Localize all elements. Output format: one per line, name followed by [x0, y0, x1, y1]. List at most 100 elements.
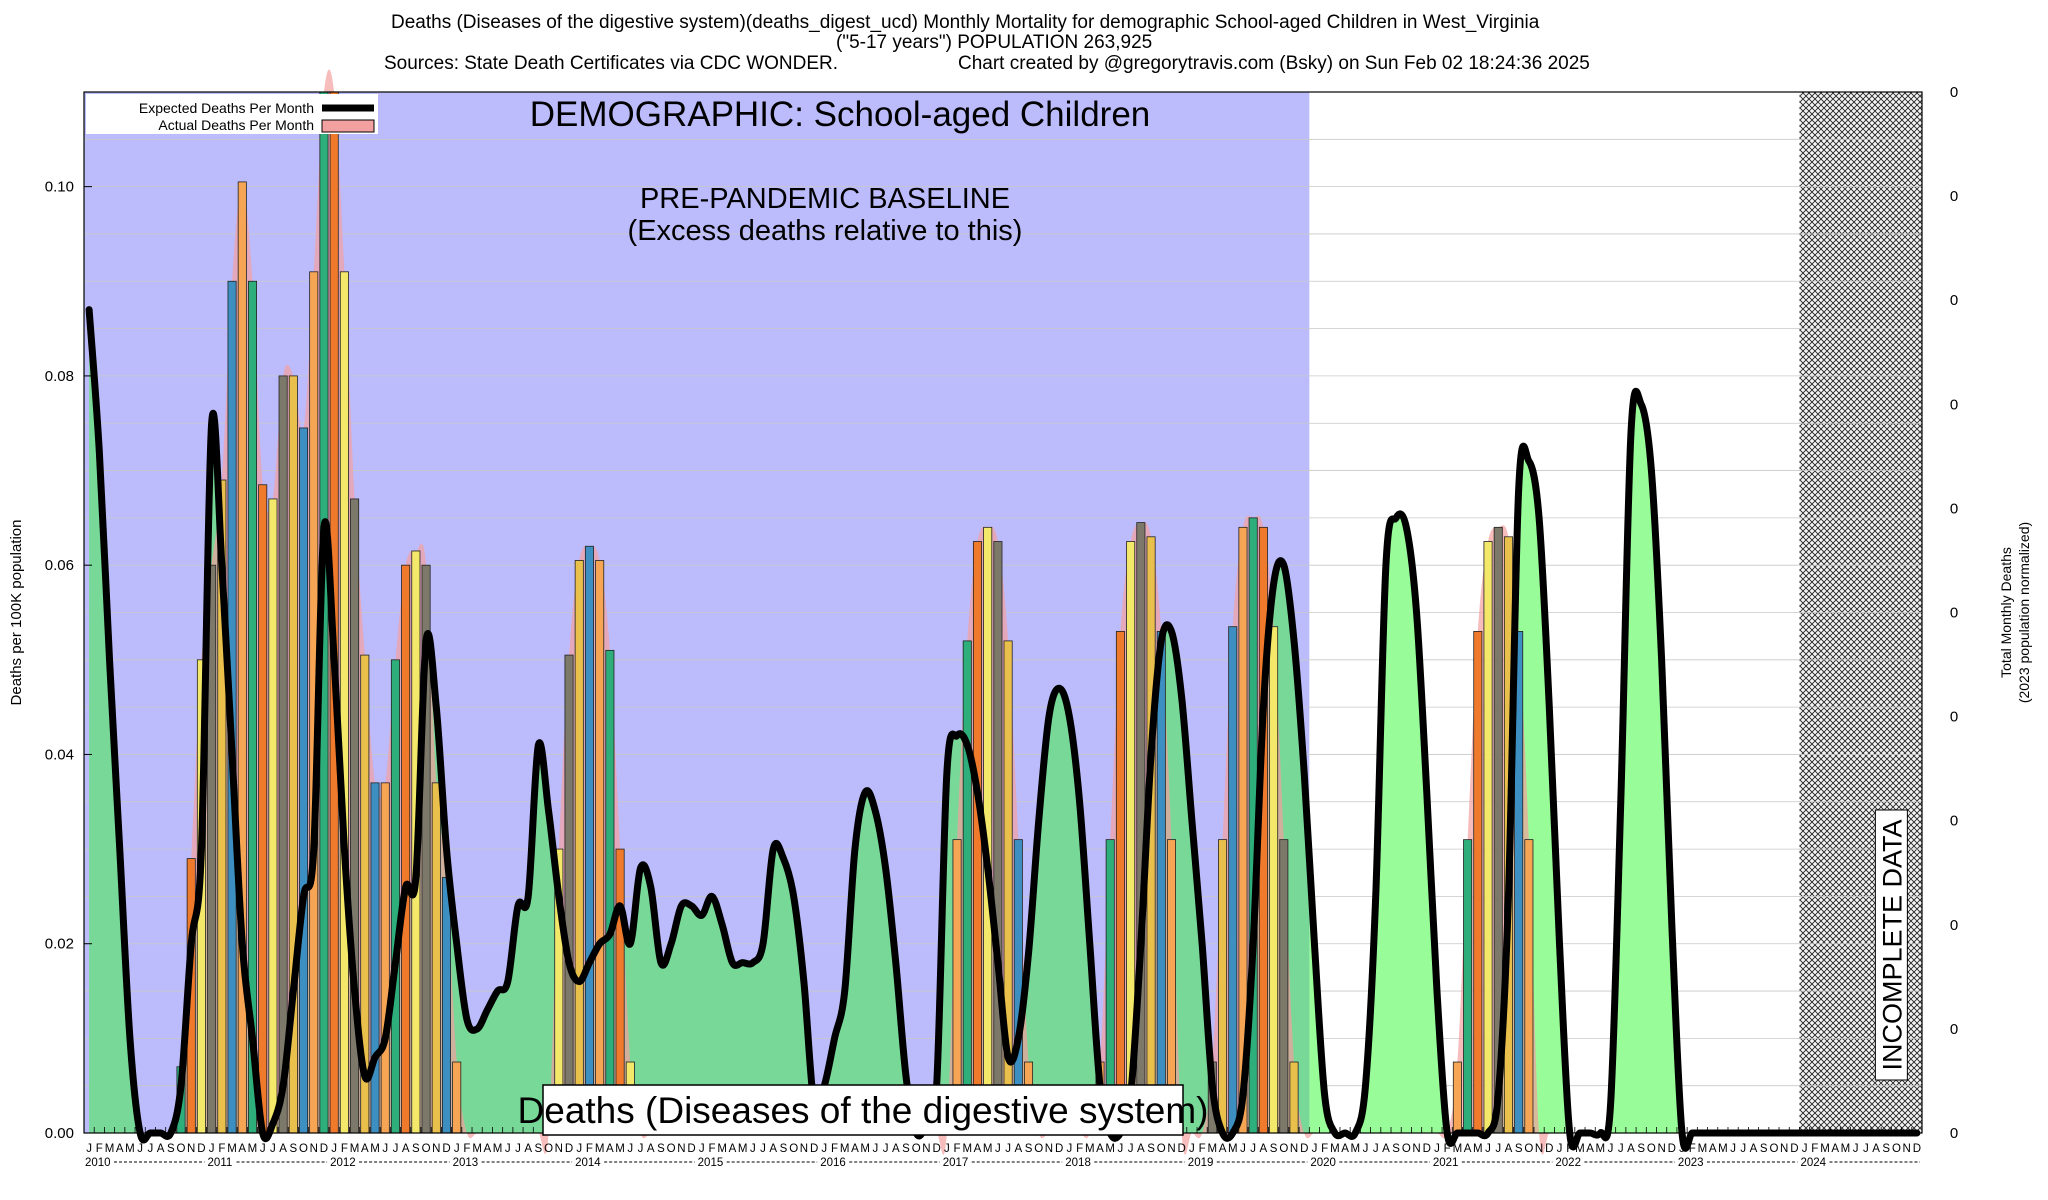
x-month-label: D [565, 1143, 573, 1155]
x-month-label: S [289, 1143, 297, 1155]
x-month-label: O [177, 1143, 186, 1155]
x-month-label: F [96, 1143, 103, 1155]
x-month-label: M [1085, 1143, 1095, 1155]
x-year-label: 2024 [1800, 1157, 1826, 1169]
x-month-label: J [86, 1143, 92, 1155]
x-month-label: A [524, 1143, 532, 1155]
x-month-label: A [1872, 1143, 1880, 1155]
x-month-label: S [535, 1143, 543, 1155]
x-month-label: N [555, 1143, 563, 1155]
x-month-label: J [1005, 1143, 1011, 1155]
x-month-label: M [962, 1143, 972, 1155]
actual-bar [584, 545, 594, 1134]
x-month-label: F [954, 1143, 961, 1155]
x-month-label: A [729, 1143, 737, 1155]
right-tick-label: 0 [1950, 292, 1958, 309]
x-month-label: S [1882, 1143, 1890, 1155]
x-month-label: N [1535, 1143, 1543, 1155]
actual-envelope [89, 69, 1917, 1155]
x-month-label: J [1118, 1143, 1124, 1155]
legend-actual-swatch [321, 119, 375, 133]
x-month-label: J [821, 1143, 827, 1155]
actual-bar [401, 564, 411, 1134]
deaths-title-box: Deaths (Diseases of the digestive system… [518, 1084, 1209, 1136]
actual-bar [1228, 626, 1238, 1134]
x-month-label: O [1034, 1143, 1043, 1155]
x-month-label: M [1820, 1143, 1830, 1155]
x-month-label: M [1718, 1143, 1728, 1155]
x-month-label: N [1412, 1143, 1420, 1155]
x-month-label: A [279, 1143, 287, 1155]
x-month-label: A [1014, 1143, 1022, 1155]
x-month-label: A [1464, 1143, 1472, 1155]
x-month-label: M [1698, 1143, 1708, 1155]
x-month-label: S [1025, 1143, 1033, 1155]
chart-title-line1: Deaths (Diseases of the digestive system… [391, 12, 1540, 33]
x-month-label: F [708, 1143, 715, 1155]
x-month-label: M [717, 1143, 727, 1155]
x-month-label: D [442, 1143, 450, 1155]
y-axis-label: Deaths per 100K population [8, 520, 25, 706]
x-month-label: J [270, 1143, 276, 1155]
x-month-label: O [1892, 1143, 1901, 1155]
actual-bar [1269, 626, 1279, 1134]
x-month-label: A [1219, 1143, 1227, 1155]
actual-bar [380, 782, 390, 1134]
x-month-label: M [227, 1143, 237, 1155]
y-tick-label: 0.02 [45, 936, 74, 953]
right-tick-label: 0 [1950, 1125, 1958, 1142]
x-month-label: M [105, 1143, 115, 1155]
actual-bar [1524, 839, 1534, 1134]
x-month-label: J [883, 1143, 889, 1155]
right-tick-label: 0 [1950, 605, 1958, 622]
legend-actual-label: Actual Deaths Per Month [158, 117, 314, 133]
x-month-label: A [1505, 1143, 1513, 1155]
x-month-label: J [1618, 1143, 1624, 1155]
x-year-label: 2020 [1310, 1157, 1336, 1169]
x-month-label: S [1147, 1143, 1155, 1155]
x-month-label: O [422, 1143, 431, 1155]
right-tick-label: 0 [1950, 709, 1958, 726]
x-month-label: F [831, 1143, 838, 1155]
x-month-label: M [125, 1143, 135, 1155]
x-month-label: J [137, 1143, 143, 1155]
deaths-title: Deaths (Diseases of the digestive system… [518, 1090, 1209, 1131]
x-month-label: J [1363, 1143, 1369, 1155]
x-month-label: O [1647, 1143, 1656, 1155]
x-month-label: J [454, 1143, 460, 1155]
x-month-label: O [1279, 1143, 1288, 1155]
x-month-label: J [750, 1143, 756, 1155]
x-month-label: N [1045, 1143, 1053, 1155]
demographic-label: DEMOGRAPHIC: School-aged Children [530, 95, 1151, 134]
x-month-label: A [1586, 1143, 1594, 1155]
x-month-label: D [1913, 1143, 1921, 1155]
chart-title-line2: ("5-17 years") POPULATION 263,925 [836, 32, 1153, 53]
chart-sources: Sources: State Death Certificates via CD… [384, 53, 839, 74]
x-month-label: M [738, 1143, 748, 1155]
x-month-label: N [187, 1143, 195, 1155]
x-month-label: S [1392, 1143, 1400, 1155]
x-month-label: J [260, 1143, 266, 1155]
x-month-label: O [544, 1143, 553, 1155]
x-month-label: S [167, 1143, 175, 1155]
x-month-label: J [393, 1143, 399, 1155]
x-month-label: J [1495, 1143, 1501, 1155]
x-month-label: J [1863, 1143, 1869, 1155]
x-month-label: F [586, 1143, 593, 1155]
x-month-label: N [1780, 1143, 1788, 1155]
x-month-label: A [647, 1143, 655, 1155]
x-month-label: D [932, 1143, 940, 1155]
x-month-label: J [995, 1143, 1001, 1155]
x-month-label: A [892, 1143, 900, 1155]
x-year-label: 2018 [1065, 1157, 1091, 1169]
x-month-label: A [361, 1143, 369, 1155]
actual-bar [258, 484, 268, 1134]
x-month-label: M [248, 1143, 258, 1155]
x-month-label: M [840, 1143, 850, 1155]
right-tick-label: 0 [1950, 84, 1958, 101]
x-month-label: J [1802, 1143, 1808, 1155]
incomplete-label: INCOMPLETE DATA [1877, 819, 1907, 1070]
x-month-label: A [851, 1143, 859, 1155]
incomplete-label-bg [1874, 809, 1908, 1081]
